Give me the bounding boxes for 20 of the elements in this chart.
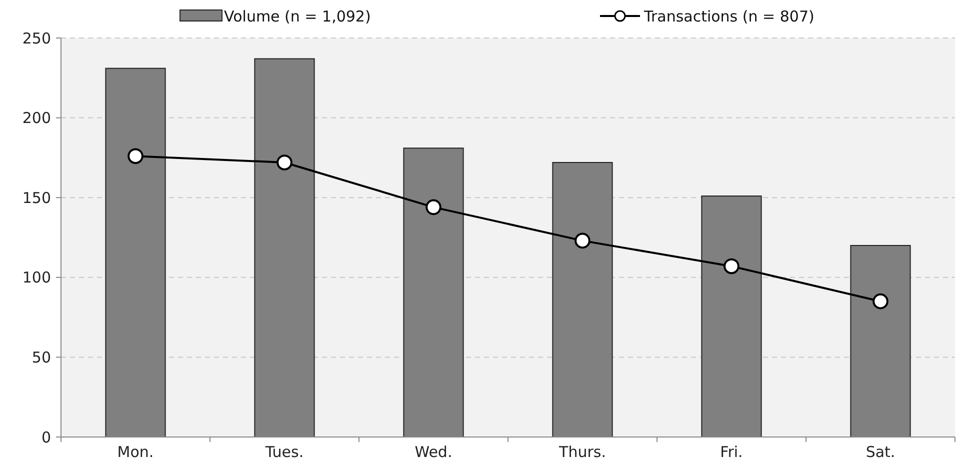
point [574,232,590,249]
y-tick-label: 0 [41,428,51,446]
point [872,293,888,310]
x-tick-label: Tues. [264,443,304,461]
y-tick-label: 200 [22,109,51,128]
y-tick-label: 250 [22,29,51,48]
x-tick-label: Fri. [720,443,743,461]
y-tick-label: 100 [22,268,51,287]
point [276,154,292,170]
legend-label: Volume (n = 1,092) [224,7,371,26]
point [426,199,442,216]
y-tick-label: 150 [22,188,51,207]
y-tick-label: 50 [32,348,51,366]
x-tick-label: Thurs. [558,443,606,461]
legend-label: Transactions (n = 807) [643,7,814,26]
x-tick-label: Wed. [414,443,452,461]
x-tick-label: Sat. [866,443,896,461]
point [724,258,740,274]
x-tick-label: Mon. [117,443,154,461]
point [128,148,144,164]
